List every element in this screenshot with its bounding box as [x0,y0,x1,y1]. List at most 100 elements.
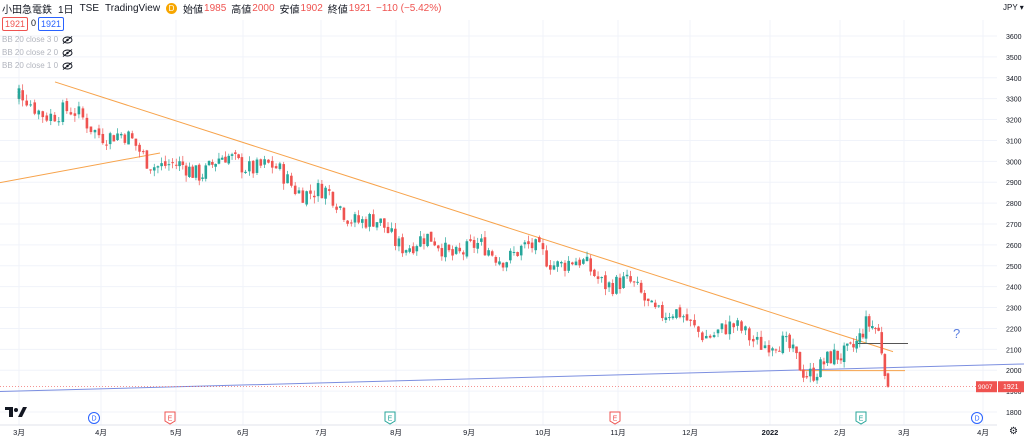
candle-body [357,215,360,223]
candle-body [560,262,563,264]
candle-body [386,226,390,233]
candle-body [224,156,227,163]
candle-body [149,169,152,171]
close-value: 1921 [348,2,372,14]
indicator-bb3[interactable]: BB 20 close 3 0 [2,35,73,44]
y-tick-label: 1800 [1006,410,1022,417]
candle-body [390,228,393,232]
candle-body [21,90,24,101]
candle-body [822,361,826,365]
candle-body [501,262,505,268]
candle-body [855,340,858,349]
candle-body [214,163,217,167]
candle-body [160,163,163,167]
candle-body [600,277,604,279]
candle-body [563,262,567,271]
x-tick-label: 6月 [237,428,249,437]
candle-body [286,174,289,184]
candle-body [615,276,618,294]
y-axis: 1800 1900 2000 2100 2200 2300 2400 2500 2600 2700… [976,34,1024,417]
candle-body [538,237,541,243]
candle-body [732,323,735,328]
candle-body [832,349,836,365]
candle-body [643,292,646,301]
y-tick-label: 3000 [1006,159,1022,166]
interval-label[interactable]: 1日 [58,4,74,16]
candle-body [712,335,716,337]
candle-body [886,373,890,387]
candle-body [874,328,877,330]
candle-body [101,133,105,144]
candle-body [379,218,382,223]
candle-body [571,262,574,265]
indicator-label: BB 20 close 3 0 [2,35,59,44]
candle-body [108,133,112,145]
candle-body [220,157,224,160]
candle-body [211,161,214,165]
candle-body [596,276,600,279]
candle-body [505,262,509,268]
candle-body [593,269,596,277]
candle-body [338,206,342,208]
candle-body [582,259,585,264]
candle-body [476,242,480,249]
candle-body [41,111,45,118]
x-tick-label: 3月 [898,428,910,437]
candle-body [415,246,419,252]
bid-price-box[interactable]: 1921 [2,17,29,31]
candle-body [112,135,116,142]
candle-body [408,248,411,252]
candle-body [320,183,324,199]
symbol-name[interactable]: 小田急電鉄 [2,4,52,16]
candle-body [678,307,682,318]
eye-hidden-icon[interactable] [62,35,73,44]
ask-price-box[interactable]: 1921 [38,17,65,31]
candle-body [194,165,198,178]
currency-label: JPY [1003,3,1018,12]
last-price-label: 1921 [1003,384,1019,391]
candle-body [134,138,138,146]
eye-hidden-icon[interactable] [62,61,73,70]
candle-body [864,316,868,339]
candle-body [290,175,293,186]
candle-body [444,242,447,258]
candle-body [836,350,839,360]
tradingview-logo-icon[interactable] [5,407,27,420]
candle-body [755,336,759,340]
earnings-marker [855,411,867,425]
candle-body [498,261,501,265]
x-tick-label: 4月 [95,428,107,437]
candle-body [812,367,815,381]
x-tick-label: 9月 [463,428,475,437]
settings-gear-icon[interactable]: ⚙ [1009,426,1018,437]
candle-body [805,376,809,378]
candle-body [530,242,534,249]
candle-body [716,329,720,334]
candle-body [861,333,865,338]
candle-body [653,302,657,308]
currency-selector[interactable]: JPY ▾ [1003,3,1024,12]
indicator-bb2[interactable]: BB 20 close 2 0 [2,48,73,57]
candle-body [156,166,160,168]
candle-body [815,376,819,381]
indicator-bb1[interactable]: BB 20 close 1 0 [2,61,73,70]
candle-body [297,190,301,194]
x-tick-label: 10月 [535,428,551,437]
exchange-label: TSE [79,2,100,14]
x-tick-label: 7月 [315,428,327,437]
source-badge: D [166,2,178,14]
eye-hidden-icon[interactable] [62,48,73,57]
candle-body [574,261,578,266]
candle-body [549,265,552,270]
candle-body [138,144,141,152]
y-tick-label: 2900 [1006,180,1022,187]
candle-body [629,276,632,282]
candle-body [567,260,570,271]
candle-body [871,326,874,329]
candle-body [81,108,85,118]
candle-body [519,245,523,256]
candle-body [639,282,643,293]
event-marker-label: E [859,416,864,423]
candle-body [469,239,472,241]
